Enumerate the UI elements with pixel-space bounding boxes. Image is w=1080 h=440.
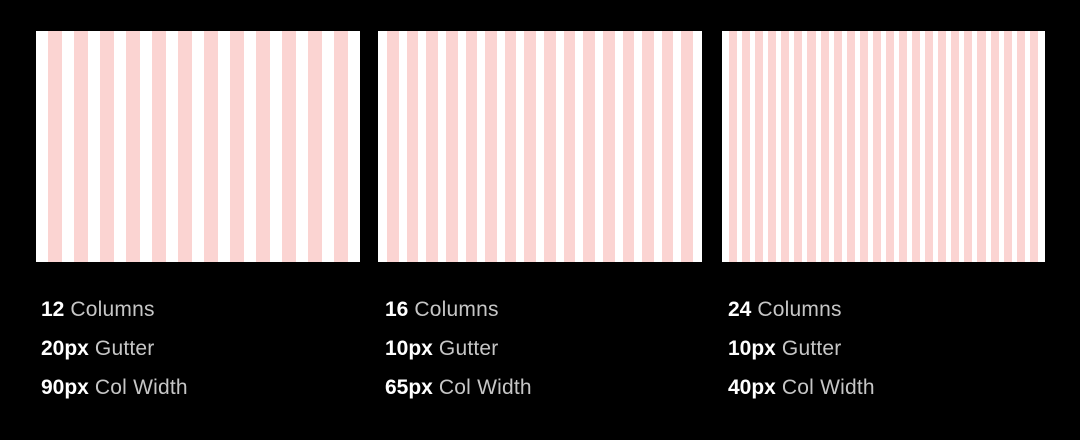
grid-column — [485, 31, 497, 262]
grid-column — [742, 31, 751, 262]
grid-column — [899, 31, 908, 262]
grid-column — [256, 31, 270, 262]
grid-column — [768, 31, 777, 262]
spec-gutter-value: 10px — [385, 337, 433, 360]
grid-column — [544, 31, 556, 262]
grid-column — [1029, 31, 1038, 262]
spec-col-width-value: 40px — [728, 376, 776, 399]
spec-columns-label: Columns — [414, 298, 499, 321]
grid-column — [204, 31, 218, 262]
grid-column — [465, 31, 478, 262]
grid-column — [152, 31, 166, 262]
grid-column — [951, 31, 960, 262]
spec-line-gutter: 10px Gutter — [728, 329, 875, 368]
spec-line-col-width: 40px Col Width — [728, 368, 875, 407]
spec-line-col-width: 65px Col Width — [385, 368, 532, 407]
grid-spec-24-columns: 24 Columns 10px Gutter 40px Col Width — [728, 290, 875, 407]
spec-line-gutter: 10px Gutter — [385, 329, 532, 368]
grid-spec-12-columns: 12 Columns 20px Gutter 90px Col Width — [41, 290, 188, 407]
grid-column — [48, 31, 62, 262]
spec-gutter-label: Gutter — [781, 337, 842, 360]
grid-preview-12-columns — [36, 31, 360, 262]
spec-col-width-value: 65px — [385, 376, 433, 399]
grid-specs: 12 Columns 20px Gutter 90px Col Width 16… — [0, 290, 1080, 420]
spec-line-col-width: 90px Col Width — [41, 368, 188, 407]
grid-column — [622, 31, 635, 262]
grid-column — [100, 31, 114, 262]
grid-column — [426, 31, 438, 262]
grid-column — [1003, 31, 1012, 262]
spec-line-gutter: 20px Gutter — [41, 329, 188, 368]
grid-column — [872, 31, 881, 262]
grid-column — [74, 31, 88, 262]
grid-column — [859, 31, 868, 262]
spec-columns-label: Columns — [757, 298, 842, 321]
grid-column — [925, 31, 934, 262]
spec-gutter-value: 10px — [728, 337, 776, 360]
grid-column — [681, 31, 693, 262]
spec-gutter-value: 20px — [41, 337, 89, 360]
spec-columns-value: 12 — [41, 298, 65, 321]
grid-column — [977, 31, 986, 262]
spec-col-width-label: Col Width — [94, 376, 188, 399]
grid-previews — [0, 31, 1080, 262]
grid-column — [964, 31, 973, 262]
grid-column — [990, 31, 999, 262]
grid-column — [334, 31, 348, 262]
spec-line-columns: 24 Columns — [728, 290, 875, 329]
spec-gutter-label: Gutter — [94, 337, 155, 360]
grid-column — [387, 31, 399, 262]
grid-column — [781, 31, 790, 262]
grid-column — [602, 31, 615, 262]
grid-column — [833, 31, 842, 262]
grid-column — [807, 31, 816, 262]
grid-column — [282, 31, 296, 262]
grid-column — [729, 31, 738, 262]
grid-column — [642, 31, 654, 262]
spec-gutter-label: Gutter — [438, 337, 499, 360]
grid-column — [178, 31, 192, 262]
grid-column — [938, 31, 947, 262]
grid-preview-24-columns — [722, 31, 1045, 262]
grid-column — [445, 31, 458, 262]
spec-columns-value: 24 — [728, 298, 752, 321]
spec-col-width-label: Col Width — [781, 376, 875, 399]
grid-column — [524, 31, 536, 262]
grid-preview-16-columns — [378, 31, 702, 262]
grid-column — [126, 31, 140, 262]
grid-column — [308, 31, 322, 262]
grid-column — [583, 31, 595, 262]
spec-line-columns: 16 Columns — [385, 290, 532, 329]
grid-column — [1016, 31, 1025, 262]
grid-column — [846, 31, 855, 262]
grid-column — [230, 31, 244, 262]
grid-column — [504, 31, 517, 262]
grid-column — [563, 31, 576, 262]
spec-col-width-label: Col Width — [438, 376, 532, 399]
grid-column — [406, 31, 419, 262]
spec-columns-value: 16 — [385, 298, 409, 321]
grid-column — [755, 31, 764, 262]
grid-column — [820, 31, 829, 262]
spec-line-columns: 12 Columns — [41, 290, 188, 329]
grid-column — [661, 31, 674, 262]
grid-column — [794, 31, 803, 262]
spec-col-width-value: 90px — [41, 376, 89, 399]
grid-column — [912, 31, 921, 262]
grid-spec-16-columns: 16 Columns 10px Gutter 65px Col Width — [385, 290, 532, 407]
grid-column — [885, 31, 895, 262]
spec-columns-label: Columns — [70, 298, 155, 321]
